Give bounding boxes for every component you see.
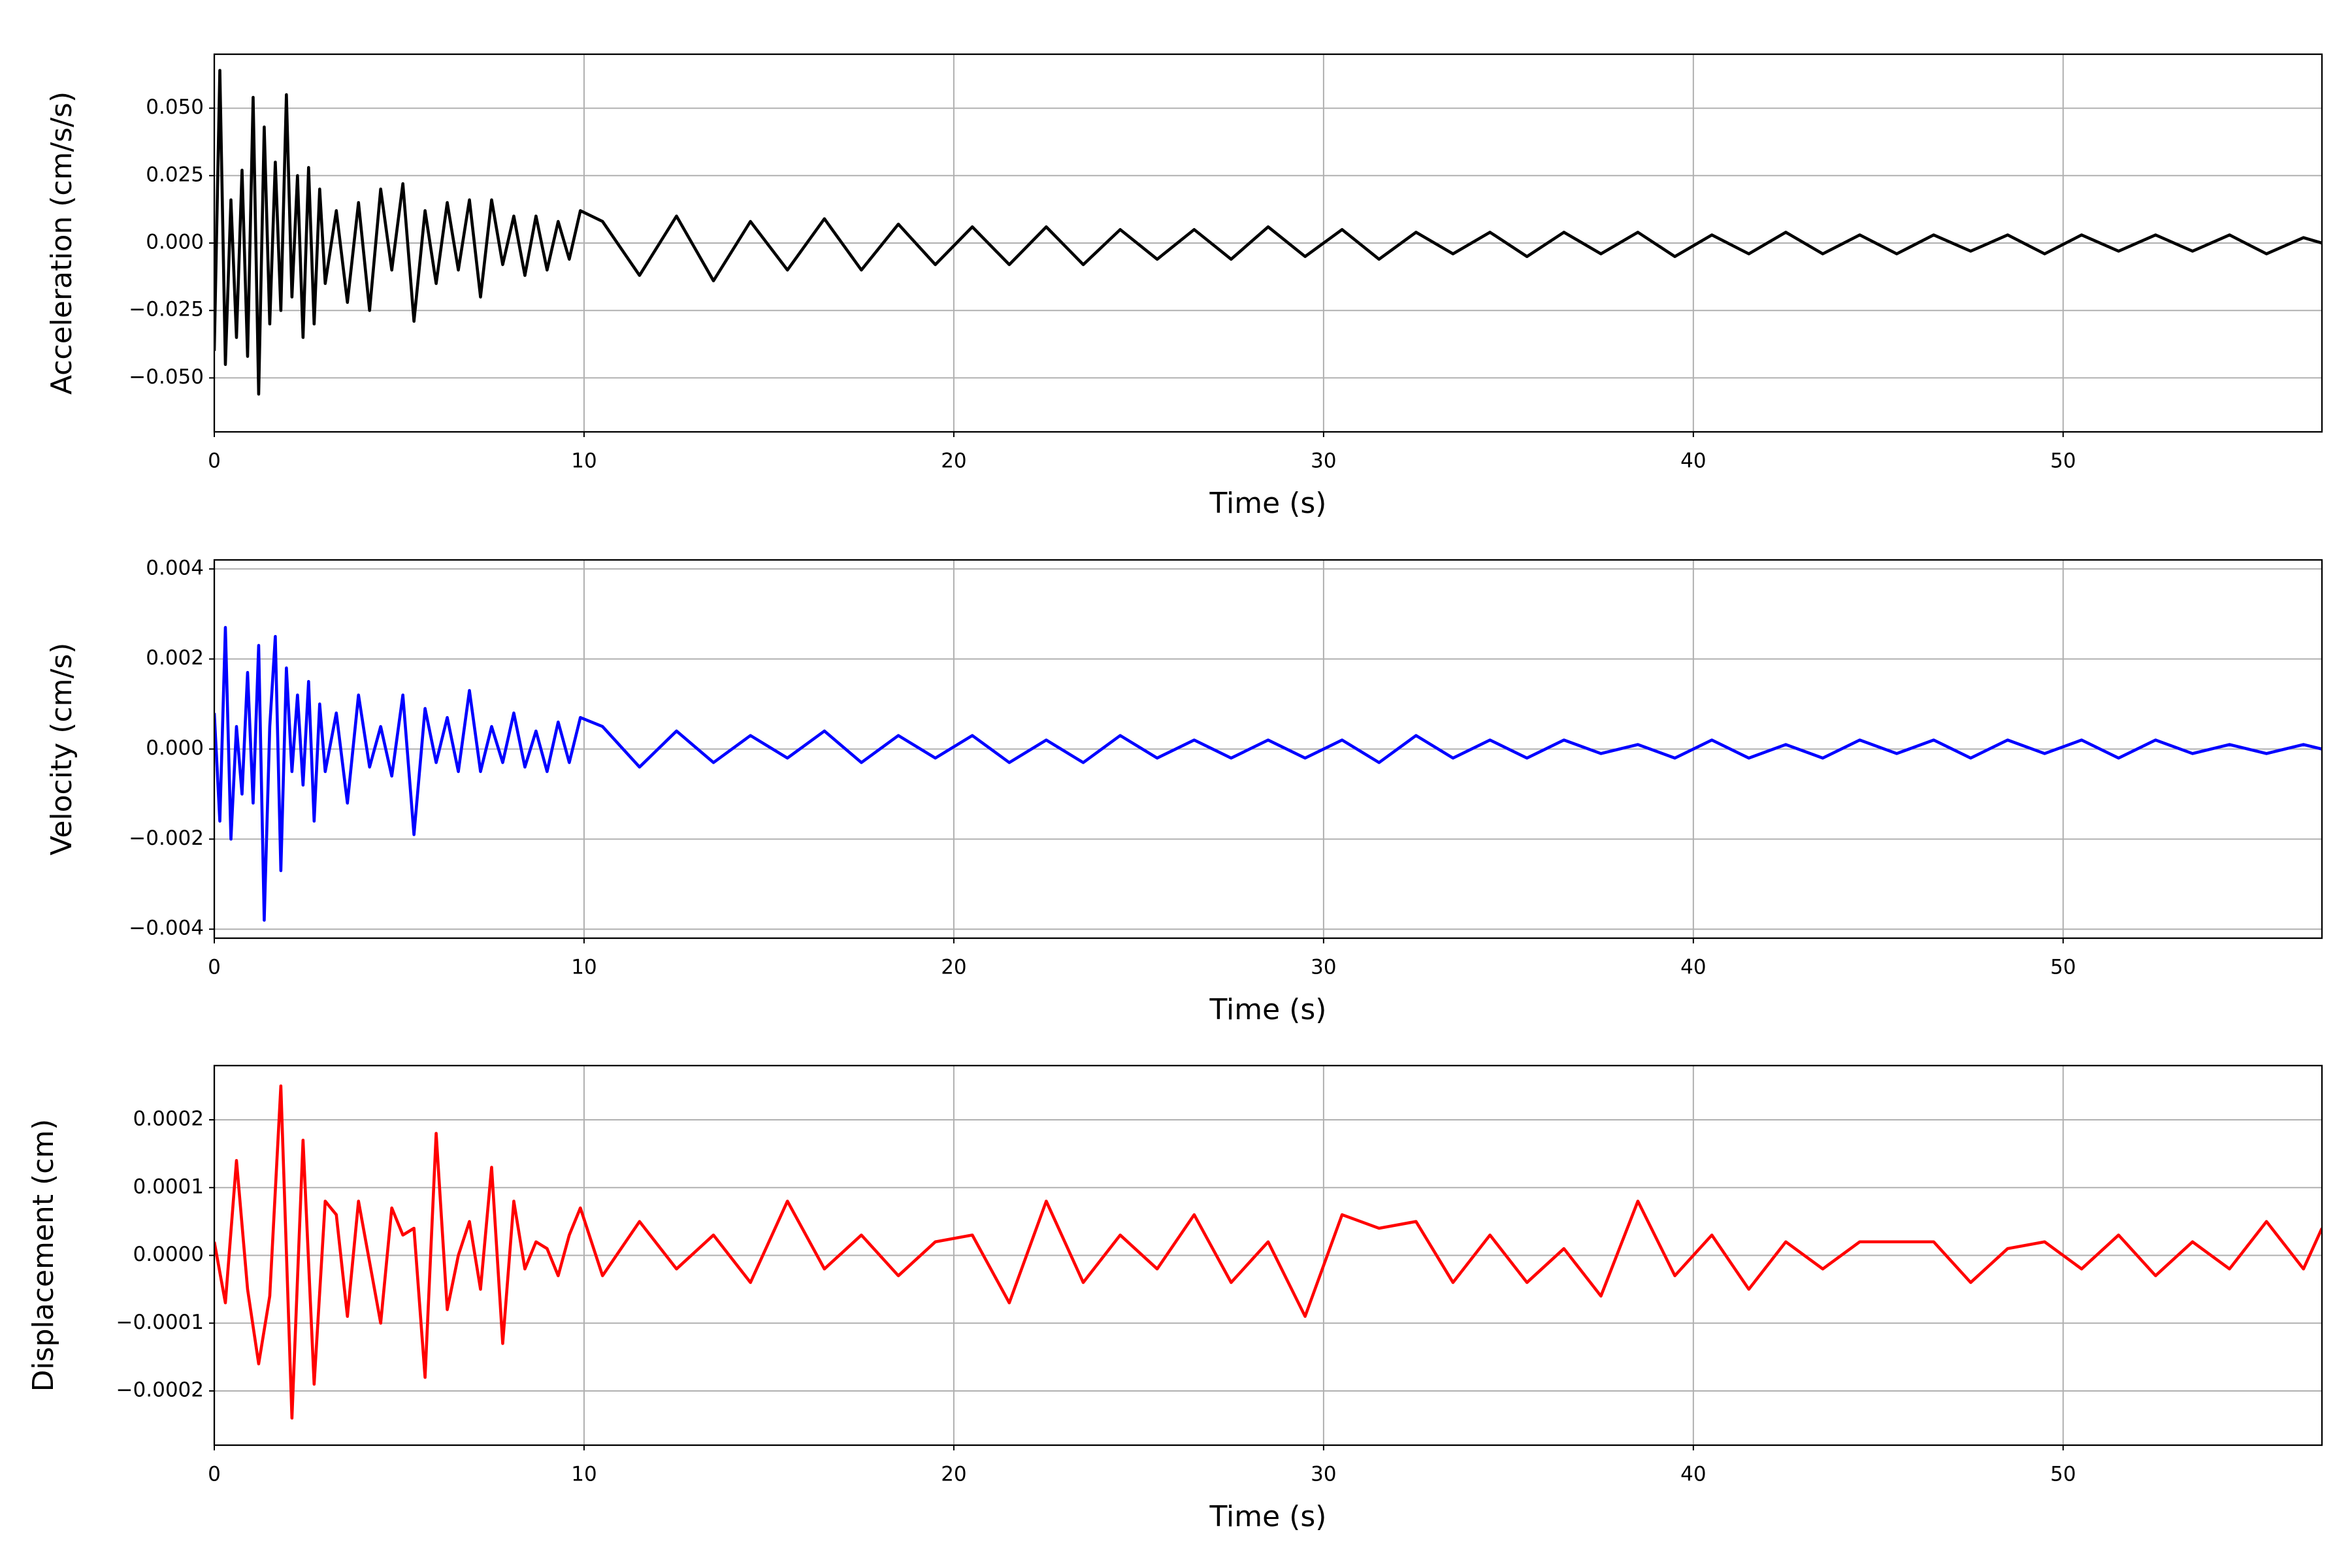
y-tick-label: 0.004 <box>146 556 204 580</box>
plot-area <box>214 1084 2322 1420</box>
y-tick-label: 0.002 <box>146 646 204 670</box>
x-tick-label: 50 <box>2050 449 2076 473</box>
plot-area <box>214 626 2322 922</box>
x-tick-label: 0 <box>208 449 221 473</box>
y-tick-label: −0.0002 <box>116 1379 204 1402</box>
y-tick-label: −0.004 <box>129 917 204 940</box>
x-tick-label: 30 <box>1311 449 1336 473</box>
x-tick-label: 20 <box>941 956 966 979</box>
x-tick-label: 50 <box>2050 1463 2076 1486</box>
y-tick-label: −0.050 <box>129 365 204 389</box>
x-tick-label: 40 <box>1680 1463 1706 1486</box>
x-tick-label: 30 <box>1311 1463 1336 1486</box>
axes-frame <box>213 53 2323 433</box>
y-axis-label: Velocity (cm/s) <box>45 643 78 856</box>
y-tick-label: 0.050 <box>146 95 204 119</box>
y-tick-label: 0.0002 <box>133 1107 204 1131</box>
y-tick-label: 0.000 <box>146 736 204 760</box>
y-tick-label: 0.0000 <box>133 1243 204 1266</box>
data-line <box>214 626 2322 922</box>
x-tick-label: 50 <box>2050 956 2076 979</box>
x-tick-label: 0 <box>208 956 221 979</box>
y-tick-label: 0.0001 <box>133 1175 204 1198</box>
y-axis-label: Displacement (cm) <box>27 1119 60 1392</box>
x-axis-label: Time (s) <box>1209 487 1327 520</box>
y-tick-label: 0.025 <box>146 163 204 186</box>
x-tick-label: 40 <box>1680 956 1706 979</box>
data-line <box>214 69 2322 396</box>
axes-frame <box>213 559 2323 939</box>
y-tick-label: −0.0001 <box>116 1311 204 1334</box>
x-axis-label: Time (s) <box>1209 993 1327 1026</box>
x-tick-label: 30 <box>1311 956 1336 979</box>
x-tick-label: 10 <box>571 1463 596 1486</box>
y-tick-label: −0.025 <box>129 298 204 321</box>
x-tick-label: 20 <box>941 1463 966 1486</box>
y-axis-label: Acceleration (cm/s/s) <box>45 91 78 395</box>
plot-area <box>214 69 2322 396</box>
axes-frame <box>213 1064 2323 1446</box>
x-tick-label: 10 <box>571 449 596 473</box>
data-line <box>214 1084 2322 1420</box>
x-tick-label: 0 <box>208 1463 221 1486</box>
x-axis-label: Time (s) <box>1209 1500 1327 1533</box>
x-tick-label: 10 <box>571 956 596 979</box>
x-tick-label: 40 <box>1680 449 1706 473</box>
y-tick-label: 0.000 <box>146 231 204 254</box>
y-tick-label: −0.002 <box>129 826 204 850</box>
x-tick-label: 20 <box>941 449 966 473</box>
